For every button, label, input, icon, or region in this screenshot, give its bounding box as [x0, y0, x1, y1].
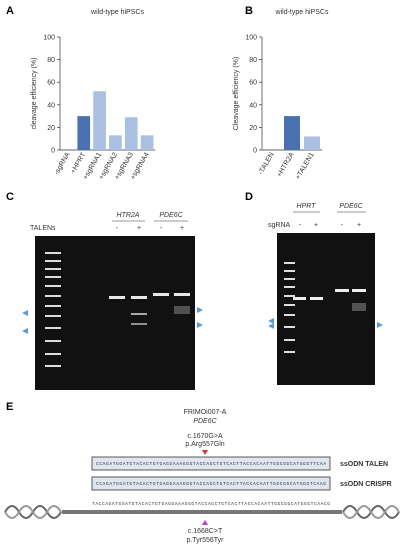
y-tick-label: 0 — [253, 148, 257, 155]
panel-label: E — [6, 401, 13, 413]
bar — [140, 135, 154, 150]
x-tick-label: -TALEN — [257, 152, 275, 177]
y-tick-label: 20 — [249, 125, 257, 132]
y-tick-label: 20 — [47, 125, 55, 132]
bar — [284, 116, 300, 150]
bar — [93, 91, 106, 150]
lane-sign: + — [180, 225, 184, 232]
y-tick-label: 0 — [51, 148, 55, 155]
lane-sign: + — [357, 222, 361, 229]
dna-helix — [4, 505, 400, 519]
bar — [77, 116, 91, 150]
x-tick-label: -sgRNA — [53, 151, 71, 176]
y-tick-label: 60 — [249, 80, 257, 87]
chart-title: wild-type hiPSCs — [90, 9, 144, 16]
bands — [293, 289, 366, 311]
x-tick-label: +TALEN1 — [295, 151, 316, 181]
panel-label: C — [6, 191, 14, 203]
y-tick-label: 40 — [47, 102, 55, 109]
y-tick-label: 80 — [47, 57, 55, 64]
sequence: CCAGATGGATGTACACTGTGAGGAAAGGGTACCAGCTGTC… — [96, 481, 326, 487]
y-tick-label: 100 — [245, 35, 257, 42]
gene-label: HTR2A — [117, 212, 140, 219]
gel — [277, 233, 375, 385]
panel-label: A — [6, 5, 14, 17]
gene-label: PDE6C — [339, 203, 363, 210]
lane-sign: - — [160, 225, 163, 232]
ladder — [284, 262, 295, 353]
sequence: CCAGATGGATGTACACTGTGAGGAAAGGGTACCAGCTGTC… — [96, 461, 326, 467]
lane-sign: - — [299, 222, 302, 229]
oligo-name: ssODN CRISPR — [340, 481, 392, 488]
mutation: c.1670G>A — [187, 433, 223, 440]
y-tick-label: 100 — [43, 35, 55, 42]
gel — [35, 236, 195, 390]
chart-title: wild-type hiPSCs — [275, 9, 329, 16]
gene: PDE6C — [193, 418, 217, 425]
cell-line: FRIMOi007-A — [184, 409, 227, 416]
y-axis-label: cleavage efficiency (%) — [31, 58, 38, 130]
bar — [109, 135, 122, 150]
marker — [202, 450, 208, 455]
oligo-box — [91, 476, 331, 491]
oligo-name: ssODN TALEN — [340, 461, 388, 468]
x-tick-label: +HTR2A — [276, 151, 296, 178]
ladder — [45, 252, 61, 367]
genomic-line — [62, 510, 342, 514]
bar — [304, 136, 320, 150]
lane-sign: + — [314, 222, 318, 229]
y-tick-label: 40 — [249, 102, 257, 109]
lane-sign: - — [341, 222, 344, 229]
oligo-box — [91, 456, 331, 471]
silent-mutation: c.1668C>T — [188, 528, 223, 535]
panel-label: D — [245, 191, 253, 203]
y-axis-label: Cleavage efficiency (%) — [233, 57, 240, 130]
gene-label: HPRT — [297, 203, 317, 210]
bands — [109, 293, 190, 325]
lane-sign: + — [137, 225, 141, 232]
y-tick-label: 60 — [47, 80, 55, 87]
panel-label: B — [245, 5, 253, 17]
lane-sign: - — [116, 225, 119, 232]
marker — [202, 520, 208, 525]
genomic-sequence: TACCAGATGGATGTACACTGTGAGGAAAGGGTACCAGCTG… — [92, 501, 330, 507]
protein-change: p.Arg557Gln — [185, 441, 224, 448]
gene-label: PDE6C — [159, 212, 183, 219]
treatment-label: TALENs — [30, 225, 56, 232]
silent-protein-change: p.Tyr556Tyr — [187, 537, 225, 544]
treatment-label: sgRNA — [268, 222, 291, 229]
bar — [124, 117, 138, 150]
y-tick-label: 80 — [249, 57, 257, 64]
